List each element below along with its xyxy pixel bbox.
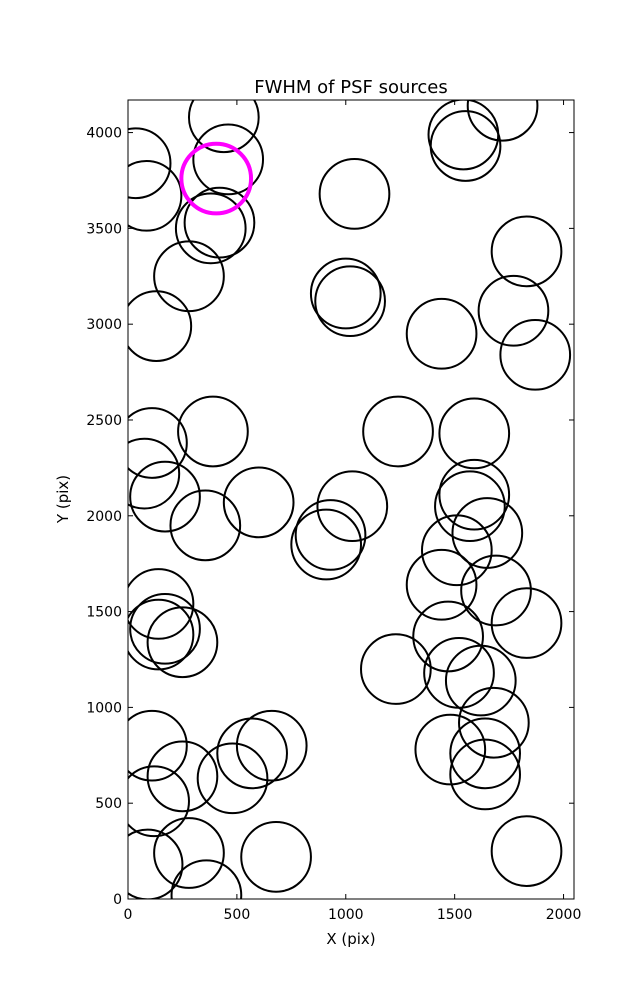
x-tick-label: 1500 bbox=[437, 907, 473, 923]
psf-source-circle bbox=[222, 466, 295, 539]
psf-source-circle bbox=[177, 395, 249, 468]
y-tick-label: 1500 bbox=[86, 605, 122, 621]
psf-source-circle bbox=[499, 318, 572, 391]
psf-source-circle bbox=[405, 548, 478, 621]
y-tick-label: 2000 bbox=[86, 509, 122, 525]
psf-source-circle bbox=[128, 407, 188, 479]
x-tick-label: 1000 bbox=[328, 907, 364, 923]
psf-source-circle bbox=[466, 100, 539, 142]
psf-source-circle bbox=[128, 159, 183, 232]
data-points bbox=[128, 100, 572, 899]
psf-source-circle bbox=[146, 740, 219, 813]
psf-source-circle bbox=[449, 738, 521, 811]
psf-source-circle bbox=[128, 765, 190, 838]
y-tick-label: 2500 bbox=[86, 413, 122, 429]
psf-source-circle bbox=[153, 817, 225, 889]
psf-source-circle bbox=[458, 686, 530, 759]
psf-source-circle bbox=[128, 568, 195, 640]
psf-source-circle bbox=[153, 240, 225, 313]
psf-source-circle bbox=[146, 606, 219, 679]
x-tick-label: 2000 bbox=[546, 907, 582, 923]
psf-source-circle bbox=[420, 514, 493, 587]
chart-title: FWHM of PSF sources bbox=[254, 77, 448, 98]
psf-source-circle bbox=[477, 274, 550, 347]
psf-source-circle bbox=[128, 598, 195, 671]
psf-source-circle bbox=[490, 587, 563, 659]
psf-source-circle bbox=[240, 821, 312, 893]
y-tick-label: 0 bbox=[113, 892, 122, 908]
psf-source-circle bbox=[128, 828, 184, 899]
psf-source-circle bbox=[196, 742, 269, 815]
psf-source-circle bbox=[405, 297, 478, 370]
axis-ticks: 0 500 1000 1500 2000 0 500 1000 1500 2000 2500 3000… bbox=[86, 100, 581, 923]
psf-source-circle bbox=[438, 397, 511, 470]
psf-source-circle bbox=[170, 859, 243, 899]
y-tick-label: 4000 bbox=[86, 126, 122, 142]
psf-source-circle bbox=[414, 713, 487, 786]
psf-source-circle bbox=[309, 257, 382, 330]
psf-source-circle bbox=[362, 395, 434, 468]
psf-source-circle bbox=[429, 110, 502, 182]
y-tick-label: 3500 bbox=[86, 221, 122, 237]
psf-source-circle bbox=[128, 290, 193, 362]
psf-source-circle bbox=[316, 470, 389, 543]
psf-source-circle bbox=[128, 437, 181, 510]
psf-source-circle bbox=[129, 460, 201, 533]
psf-source-circle bbox=[290, 508, 363, 581]
psf-source-circle bbox=[187, 100, 260, 154]
psf-source-circle bbox=[174, 192, 247, 265]
y-tick-label: 3000 bbox=[86, 317, 122, 333]
plot-frame bbox=[127, 99, 575, 900]
psf-source-circle bbox=[129, 592, 201, 665]
psf-source-circle bbox=[360, 633, 432, 705]
y-tick-label: 1000 bbox=[86, 700, 122, 716]
psf-source-circle bbox=[490, 815, 563, 887]
x-axis-label: X (pix) bbox=[326, 930, 375, 948]
psf-source-circle bbox=[490, 215, 563, 288]
psf-source-circle bbox=[434, 470, 506, 543]
psf-source-circle bbox=[314, 265, 386, 338]
psf-source-circle bbox=[460, 554, 532, 627]
x-tick-label: 0 bbox=[124, 907, 133, 923]
psf-source-circle bbox=[235, 709, 308, 782]
psf-source-circle bbox=[438, 458, 511, 531]
psf-source-circle bbox=[294, 499, 367, 571]
x-tick-label: 500 bbox=[224, 907, 251, 923]
y-axis-label: Y (pix) bbox=[54, 475, 72, 524]
psf-source-circle bbox=[444, 644, 517, 717]
psf-source-circle bbox=[169, 489, 242, 562]
psf-source-circle bbox=[128, 127, 172, 200]
psf-source-circle bbox=[216, 717, 288, 790]
psf-source-circle bbox=[318, 158, 391, 230]
psf-source-circle bbox=[128, 709, 188, 782]
psf-source-circle bbox=[192, 123, 265, 196]
y-tick-label: 500 bbox=[95, 796, 122, 812]
psf-source-circle bbox=[449, 717, 521, 790]
highlighted-source-circle bbox=[179, 141, 254, 216]
